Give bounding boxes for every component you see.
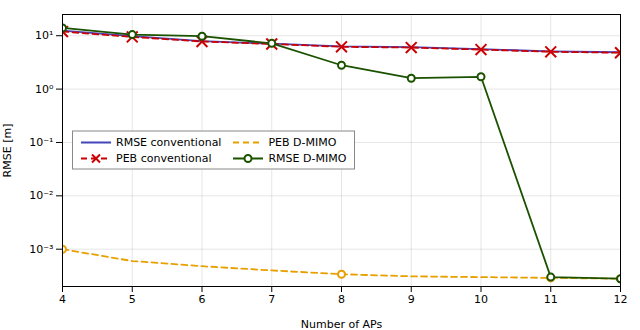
html-text:PEB D-MIMO: PEB D-MIMO	[268, 135, 337, 149]
svg-text:6: 6	[199, 293, 206, 306]
svg-text:10¹: 10¹	[35, 29, 53, 42]
svg-text:11: 11	[544, 293, 558, 306]
svg-text:10: 10	[474, 293, 488, 306]
svg-text:RMSE [m]: RMSE [m]	[1, 124, 14, 178]
svg-text:Number of APs: Number of APs	[301, 318, 383, 330]
svg-text:10⁻¹: 10⁻¹	[29, 136, 53, 149]
svg-text:8: 8	[338, 293, 345, 306]
svg-text:4: 4	[59, 293, 66, 306]
html-text:PEB conventional: PEB conventional	[116, 151, 212, 165]
html-text:RMSE D-MIMO: RMSE D-MIMO	[268, 151, 347, 165]
svg-text:10⁰: 10⁰	[35, 83, 54, 96]
svg-text:10⁻³: 10⁻³	[29, 243, 53, 256]
svg-text:5: 5	[129, 293, 136, 306]
svg-text:9: 9	[408, 293, 415, 306]
html-text:RMSE conventional: RMSE conventional	[116, 135, 222, 149]
svg-text:10⁻²: 10⁻²	[29, 189, 53, 202]
svg-text:12: 12	[614, 293, 628, 306]
svg-text:7: 7	[268, 293, 275, 306]
